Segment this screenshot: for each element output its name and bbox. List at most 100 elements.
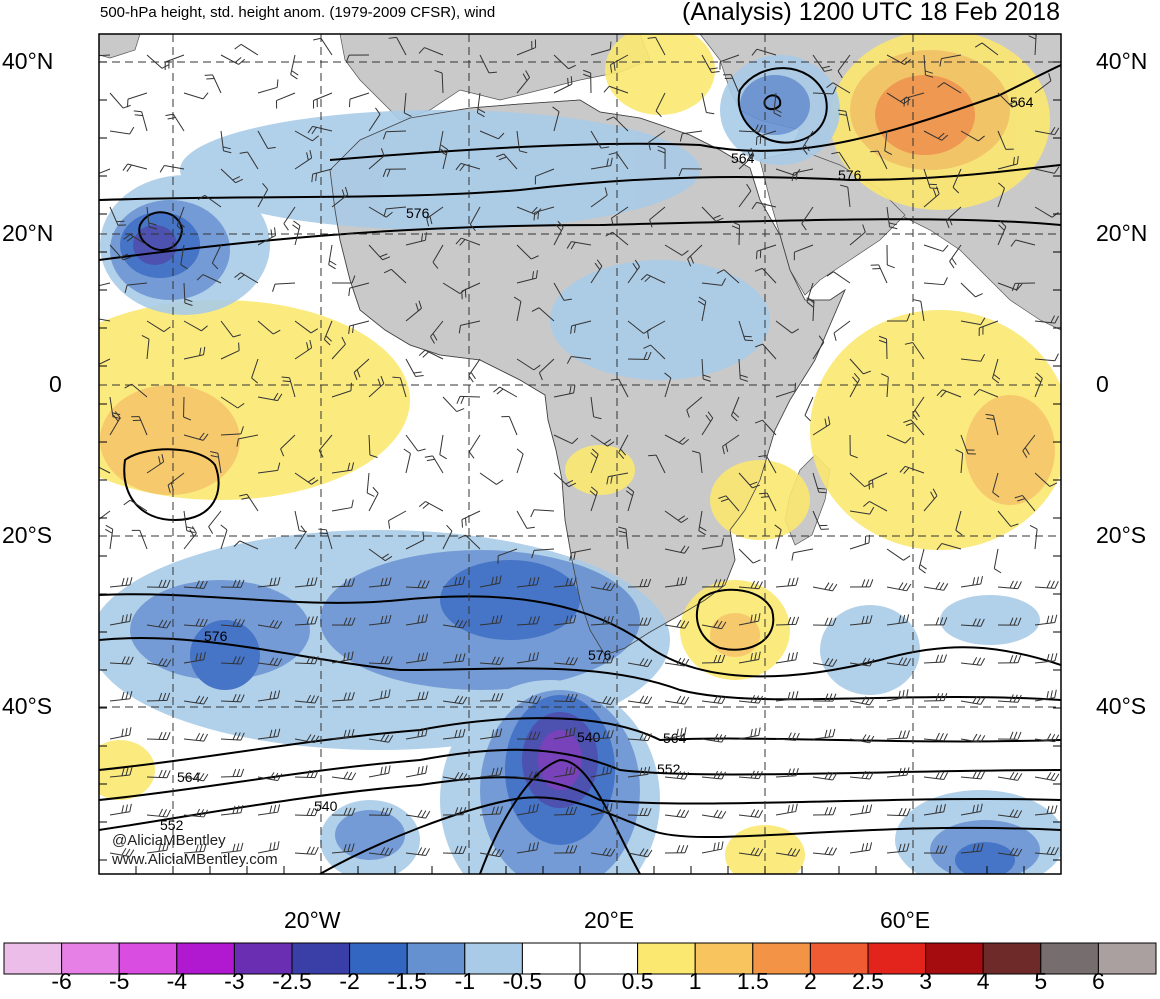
wind-barb [405,531,425,550]
wind-barb [627,807,652,817]
wind-barb [331,807,356,816]
wind-barb [878,335,888,360]
wind-barb [122,163,148,172]
wind-barb [664,576,688,588]
contour-576-north [99,218,1061,261]
wind-barb [812,86,837,95]
wind-barb [146,658,172,667]
wind-barb [331,843,355,854]
wind-barb [124,282,148,294]
wind-barb [923,186,940,208]
wind-barb [368,375,385,398]
wind-barb [479,130,505,140]
wind-barb [531,307,555,322]
wind-barb [939,54,962,67]
wind-barb [197,194,222,208]
wind-barb [442,619,468,629]
wind-barb [183,282,193,307]
wind-barb [159,164,185,173]
lat-label-left: 0 [49,371,62,397]
wind-barb [183,580,208,589]
wind-barb [774,524,782,550]
wind-barb [923,581,949,591]
wind-barb [141,335,150,360]
wind-barb [849,358,872,375]
wind-barb [531,548,555,559]
wind-barb [664,809,690,819]
wind-barb [960,803,983,816]
wind-barb [418,47,444,56]
wind-barb [738,651,761,664]
wind-barb [997,617,1022,626]
wind-barb [292,220,301,246]
wind-barb [648,130,666,151]
wind-barb [501,416,518,436]
wind-barb [664,244,689,256]
wind-barb [701,278,727,286]
wind-barb [701,620,727,630]
wind-barb [627,617,652,626]
wind-barb [283,206,296,231]
wind-barb [323,320,333,346]
wind-barb [461,510,481,528]
wind-barb [590,695,616,705]
contour-576-south-b [99,637,1061,701]
wind-barb [886,657,912,667]
wind-barb [701,358,711,382]
wind-barb [775,690,799,702]
wind-barb [368,655,393,665]
wind-barb [949,244,962,269]
wind-barb [775,847,801,857]
wind-barb [837,54,851,79]
wind-barb [1034,805,1058,816]
wind-barb [849,734,875,744]
wind-barb [368,107,381,132]
wind-barb [196,274,222,284]
wind-barb [382,130,407,140]
wind-barb [582,69,592,94]
lat-label-right: 40°N [1096,48,1148,74]
wind-barb [701,841,724,854]
wind-barb [625,486,635,512]
wind-barb [590,259,603,284]
wind-barb [903,92,925,107]
wind-barb [992,472,1000,498]
wind-barb [960,353,986,362]
wind-barb [294,655,319,665]
colorbar-label: 4 [976,968,990,994]
wind-barb [1011,282,1036,292]
wind-barb [109,92,131,109]
lon-label: 20°W [284,907,341,933]
wind-barb [99,466,111,474]
colorbar-swatch [1097,942,1157,975]
wind-barb [146,320,171,333]
wind-barb [701,54,720,74]
wind-barb [590,655,615,664]
wind-barb [368,807,393,816]
wind-barb [664,372,672,398]
wind-barb [833,320,851,341]
wind-barb [442,396,465,413]
wind-barb [589,486,598,512]
wind-barb [886,313,911,322]
wind-barb [257,772,283,782]
wind-barb [738,124,763,133]
wind-barb [886,807,911,817]
wind-barb [664,619,690,629]
wind-barb [826,82,851,94]
contour-label: 576 [838,167,862,183]
lat-label-right: 0 [1096,371,1109,397]
wind-barb [405,765,428,778]
wind-barb [719,54,740,70]
wind-barb [331,275,356,284]
wind-barb [590,615,614,626]
wind-barb [849,696,875,706]
wind-barb [530,509,555,518]
wind-barb [405,652,429,664]
wind-barb [590,803,613,816]
wind-barb [849,372,860,398]
colorbar [3,942,1157,975]
wind-barb [257,804,281,816]
map-title-left: 500-hPa height, std. height anom. (1979-… [100,4,496,21]
wind-barb [664,727,687,740]
